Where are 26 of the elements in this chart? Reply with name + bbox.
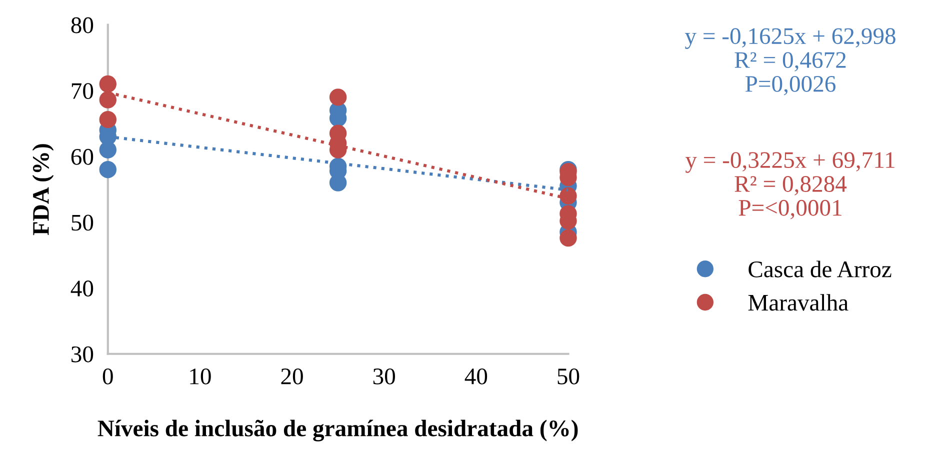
y-axis-title: FDA (%) [32, 144, 54, 236]
y-tick-label: 40 [70, 280, 94, 296]
x-tick-label: 20 [281, 368, 303, 384]
point [99, 91, 116, 108]
point [99, 141, 116, 158]
x-axis-title: Níveis de inclusão de gramínea desidratada (%) [98, 420, 578, 442]
point [329, 88, 347, 106]
text: y = -0,3225x + 69,711 R² = 0,8284 P=<0,0001 [685, 152, 894, 220]
point [560, 229, 577, 247]
point [99, 110, 116, 128]
legend-label: Maravalha [748, 294, 848, 311]
y-tick-label: 80 [71, 17, 94, 34]
point [560, 187, 577, 205]
x-tick-label: 0 [102, 368, 113, 384]
x-tick-label: 40 [464, 368, 488, 384]
y-tick-label: 60 [71, 148, 94, 165]
x-tick-label: 30 [373, 368, 395, 384]
x-tick-label: 10 [190, 368, 211, 384]
point [99, 75, 116, 93]
text: y = -0,1625x + 62,998 R² = 0,4672 P=0,0026 [685, 28, 896, 96]
y-tick-label: 30 [72, 346, 94, 362]
x-tick-label: 50 [558, 368, 580, 384]
point [99, 160, 116, 178]
y-tick-label: 50 [72, 214, 94, 231]
legend-label: Casca de Arroz [748, 260, 892, 278]
y-tick-label: 70 [72, 83, 94, 100]
